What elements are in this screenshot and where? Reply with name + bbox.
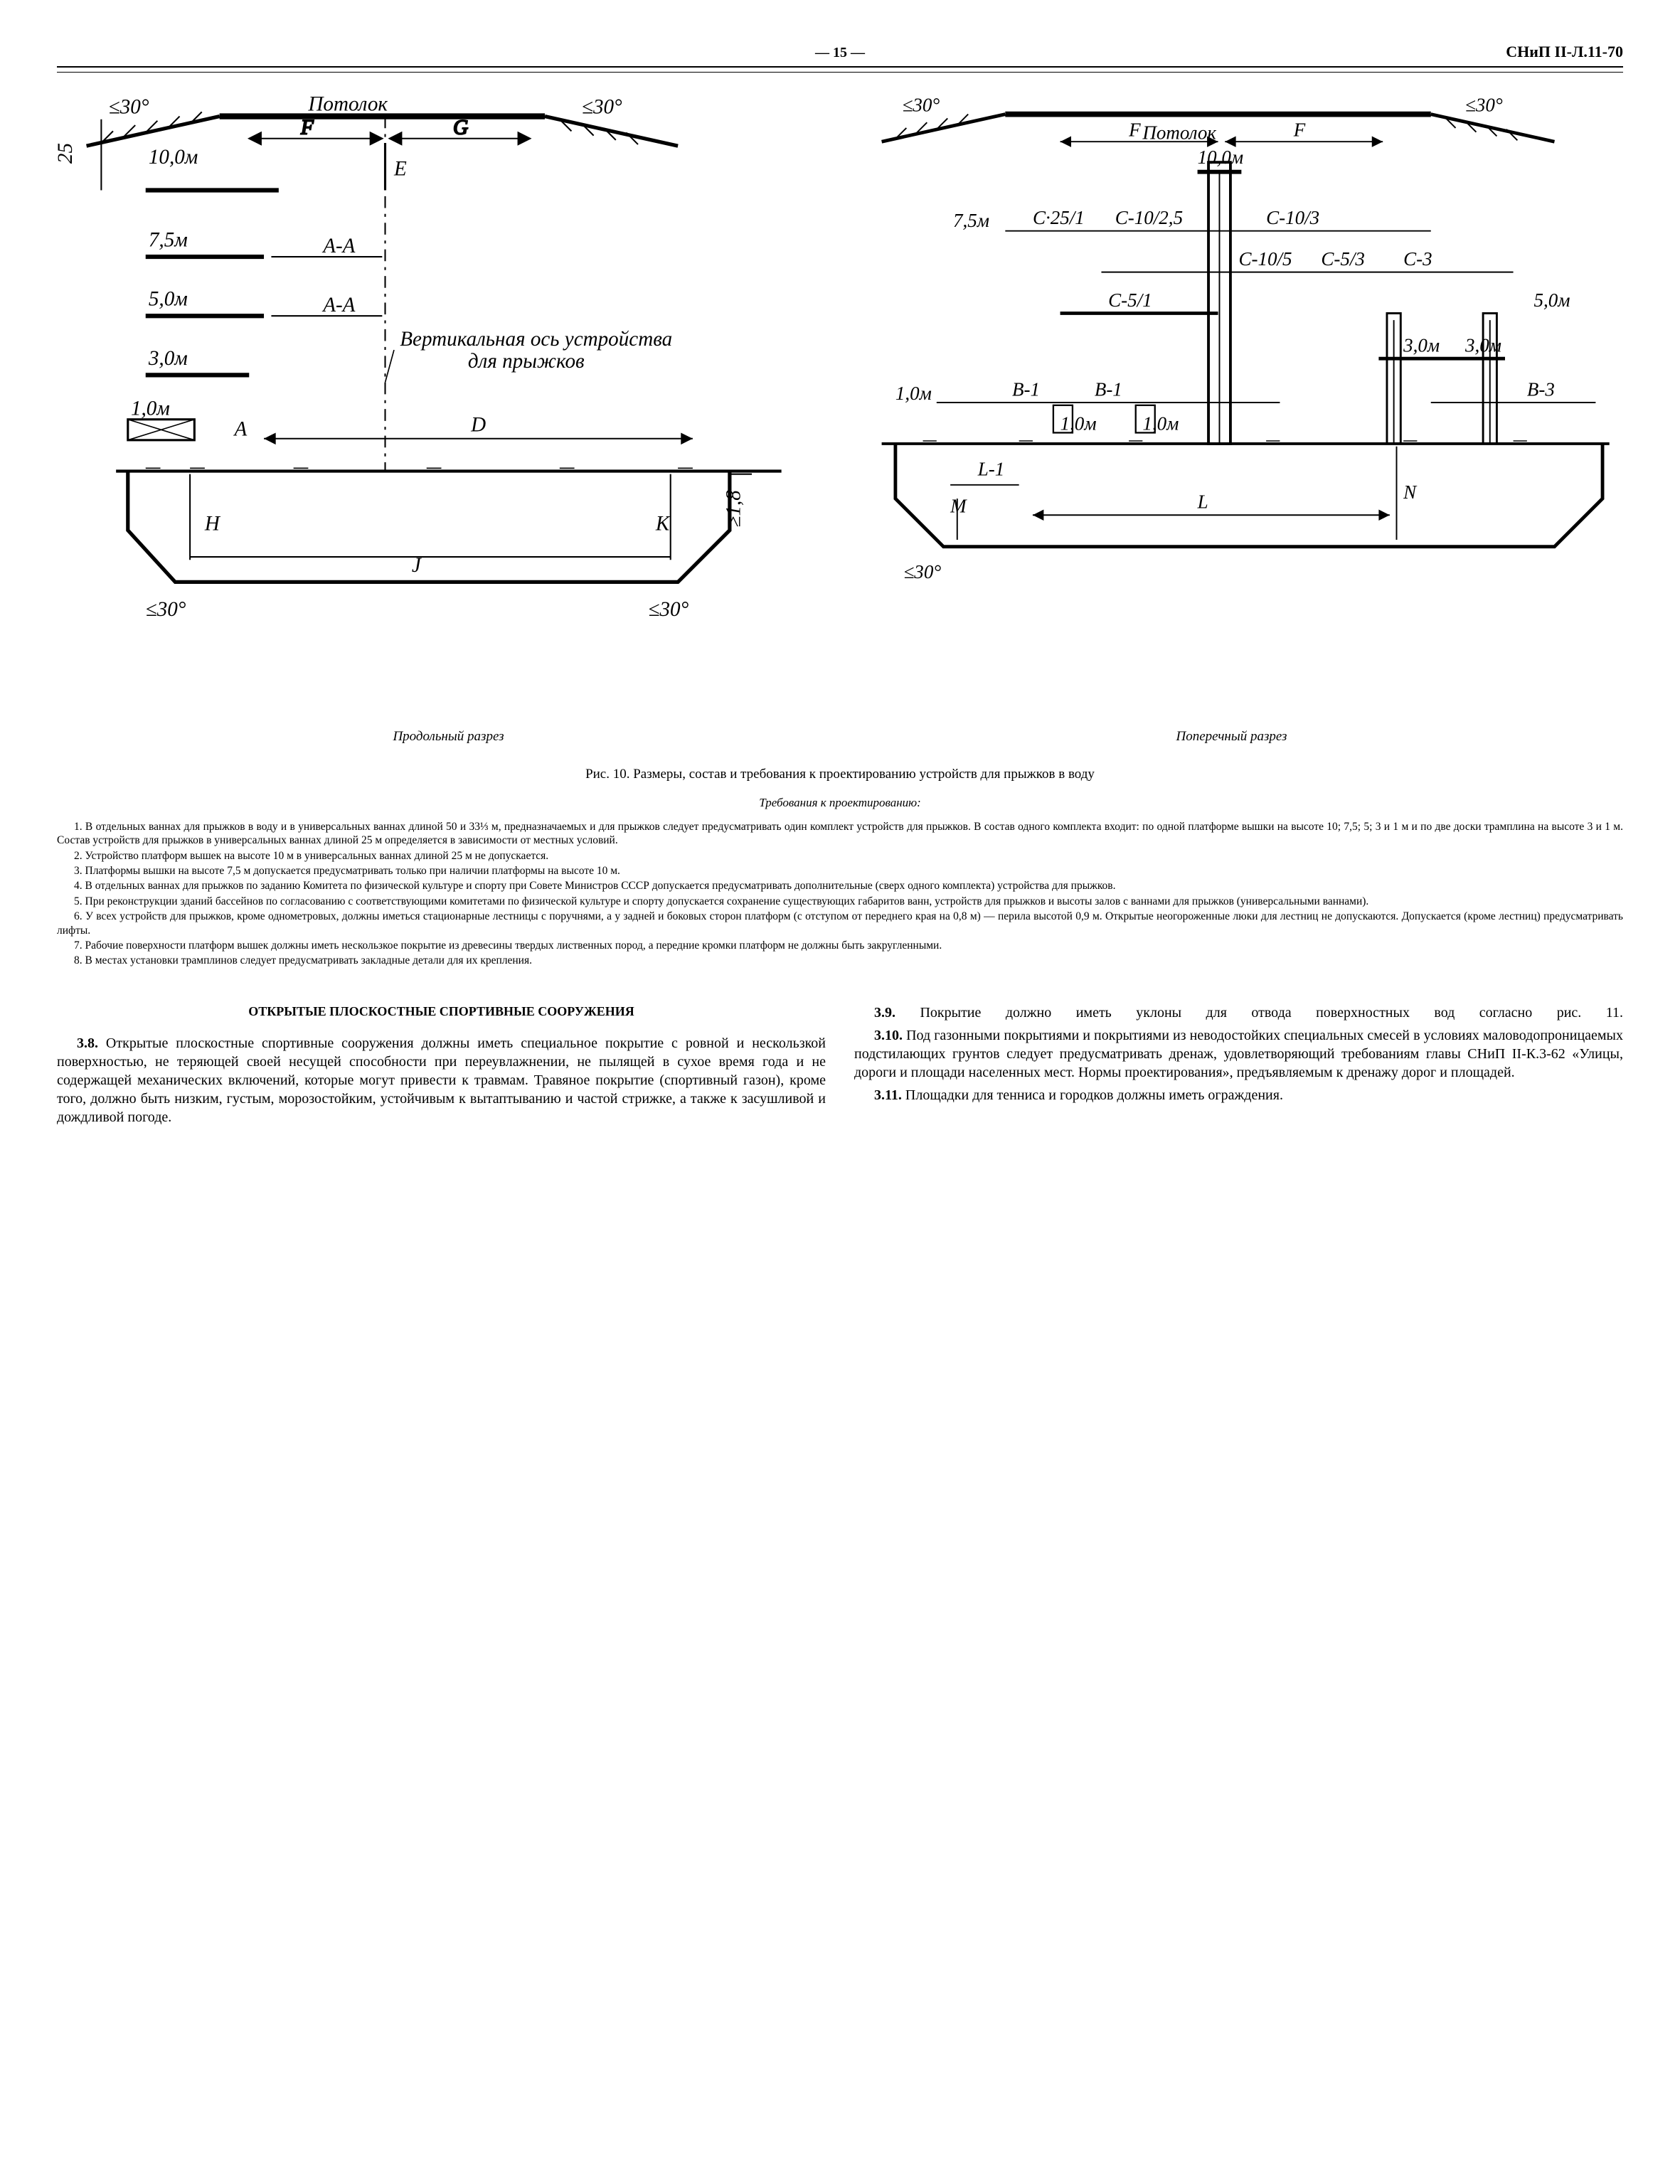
svg-text:С-5/1: С-5/1 — [1108, 289, 1152, 311]
svg-text:Потолок: Потолок — [1142, 122, 1216, 143]
body-columns: ОТКРЫТЫЕ ПЛОСКОСТНЫЕ СПОРТИВНЫЕ СООРУЖЕН… — [57, 1003, 1623, 1131]
page-header: — 15 — СНиП II-Л.11-70 — [57, 43, 1623, 68]
figure-left: ≤30° ≤30° Потолок F G — [57, 87, 826, 708]
svg-text:≤30°: ≤30° — [903, 95, 940, 116]
svg-text:В-1: В-1 — [1095, 378, 1122, 400]
svg-text:С-10/3: С-10/3 — [1266, 207, 1319, 228]
svg-text:для прыжков: для прыжков — [468, 350, 585, 373]
figure-main-caption: Рис. 10. Размеры, состав и требования к … — [57, 767, 1623, 783]
para-num: 3.10. — [874, 1028, 903, 1043]
svg-text:3,0м: 3,0м — [1403, 334, 1440, 356]
svg-text:K: K — [655, 512, 671, 535]
svg-text:С·25/1: С·25/1 — [1033, 207, 1085, 228]
svg-text:С-10/2,5: С-10/2,5 — [1115, 207, 1183, 228]
svg-text:N: N — [1403, 481, 1418, 503]
req-item: 8. В местах установки трамплинов следует… — [57, 954, 1623, 967]
angle-label: ≤30° — [582, 95, 622, 118]
req-item: 2. Устройство платформ вышек на высоте 1… — [57, 849, 1623, 863]
right-column: 3.9. Покрытие должно иметь уклоны для от… — [854, 1003, 1623, 1131]
svg-text:G: G — [453, 116, 468, 139]
ceiling-label: Потолок — [307, 92, 388, 115]
header-rule — [57, 72, 1623, 73]
para-num: 3.9. — [874, 1005, 895, 1021]
para-text: Под газонными покрытиями и покрытиями из… — [854, 1028, 1623, 1080]
svg-text:10,0м: 10,0м — [1198, 147, 1244, 168]
figure-10: ≤30° ≤30° Потолок F G — [57, 87, 1623, 708]
para-3-10: 3.10. Под газонными покрытиями и покрыти… — [854, 1026, 1623, 1082]
svg-text:F: F — [1128, 119, 1141, 140]
svg-text:3,0м: 3,0м — [1464, 334, 1501, 356]
svg-text:F: F — [1293, 119, 1306, 140]
svg-text:≥1,8: ≥1,8 — [722, 490, 745, 528]
left-caption: Продольный разрез — [57, 729, 840, 745]
para-text: Площадки для тенниса и городков должны и… — [905, 1087, 1283, 1103]
doc-code: СНиП II-Л.11-70 — [1506, 43, 1623, 60]
svg-text:25: 25 — [57, 143, 77, 164]
req-item: 6. У всех устройств для прыжков, кроме о… — [57, 910, 1623, 937]
svg-text:≤30°: ≤30° — [903, 561, 941, 582]
para-3-9: 3.9. Покрытие должно иметь уклоны для от… — [854, 1003, 1623, 1022]
svg-text:E: E — [393, 158, 407, 181]
svg-text:F: F — [300, 116, 314, 139]
section-heading: ОТКРЫТЫЕ ПЛОСКОСТНЫЕ СПОРТИВНЫЕ СООРУЖЕН… — [57, 1003, 826, 1020]
para-3-8: 3.8. Открытые плоскостные спортивные соо… — [57, 1034, 826, 1126]
svg-text:Вертикальная ось устройства: Вертикальная ось устройства — [400, 328, 672, 351]
left-column: ОТКРЫТЫЕ ПЛОСКОСТНЫЕ СПОРТИВНЫЕ СООРУЖЕН… — [57, 1003, 826, 1131]
svg-text:A-A: A-A — [321, 235, 355, 257]
svg-text:10,0м: 10,0м — [149, 146, 198, 169]
svg-text:1,0м: 1,0м — [895, 383, 932, 404]
svg-text:3,0м: 3,0м — [148, 347, 188, 370]
para-text: Открытые плоскостные спортивные сооружен… — [57, 1035, 826, 1125]
svg-text:1,0м: 1,0м — [131, 397, 170, 420]
svg-text:≤30°: ≤30° — [146, 598, 186, 621]
svg-text:1,0м: 1,0м — [1060, 412, 1097, 434]
req-item: 5. При реконструкции зданий бассейнов по… — [57, 895, 1623, 908]
requirements-list: 1. В отдельных ваннах для прыжков в воду… — [57, 820, 1623, 968]
svg-text:M: M — [950, 495, 967, 516]
sub-captions: Продольный разрез Поперечный разрез — [57, 729, 1623, 745]
svg-text:A: A — [233, 417, 247, 440]
req-item: 3. Платформы вышки на высоте 7,5 м допус… — [57, 864, 1623, 878]
svg-text:С-3: С-3 — [1403, 248, 1432, 270]
figure-right: ≤30° ≤30° Потолок F F 10,0м 7, — [854, 87, 1623, 708]
svg-text:A-A: A-A — [321, 294, 355, 316]
svg-text:L-1: L-1 — [977, 458, 1005, 479]
svg-text:1,0м: 1,0м — [1142, 412, 1179, 434]
svg-text:7,5м: 7,5м — [953, 210, 989, 231]
req-item: 7. Рабочие поверхности платформ вышек до… — [57, 939, 1623, 952]
svg-text:В-3: В-3 — [1527, 378, 1555, 400]
page-number: — 15 — — [815, 44, 865, 61]
requirements-title: Требования к проектированию: — [57, 796, 1623, 810]
para-num: 3.8. — [77, 1035, 98, 1051]
svg-text:L: L — [1197, 491, 1208, 512]
svg-text:7,5м: 7,5м — [149, 228, 188, 251]
svg-text:С-10/5: С-10/5 — [1239, 248, 1292, 270]
svg-text:С-5/3: С-5/3 — [1321, 248, 1365, 270]
svg-text:5,0м: 5,0м — [149, 287, 188, 310]
svg-text:D: D — [470, 413, 486, 436]
svg-text:≤30°: ≤30° — [1465, 95, 1503, 116]
para-num: 3.11. — [874, 1087, 902, 1103]
para-3-11: 3.11. Площадки для тенниса и городков до… — [854, 1086, 1623, 1104]
svg-text:H: H — [204, 512, 221, 535]
angle-label: ≤30° — [109, 95, 149, 118]
svg-text:≤30°: ≤30° — [649, 598, 689, 621]
svg-text:5,0м: 5,0м — [1534, 289, 1570, 311]
right-caption: Поперечный разрез — [840, 729, 1623, 745]
req-item: 1. В отдельных ваннах для прыжков в воду… — [57, 820, 1623, 848]
svg-text:В-1: В-1 — [1012, 378, 1040, 400]
req-item: 4. В отдельных ваннах для прыжков по зад… — [57, 879, 1623, 893]
para-text: Покрытие должно иметь уклоны для отвода … — [920, 1005, 1623, 1021]
